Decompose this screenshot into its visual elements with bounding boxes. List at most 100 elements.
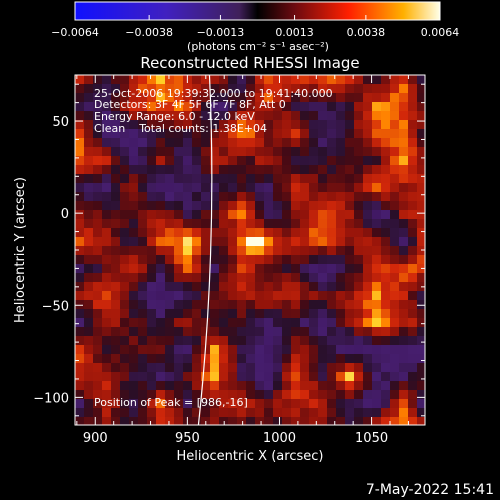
heatmap-cell <box>111 147 121 157</box>
heatmap-cell <box>75 84 85 94</box>
heatmap-cell <box>237 417 247 425</box>
heatmap-cell <box>84 300 94 310</box>
heatmap-cell <box>75 282 85 292</box>
heatmap-cell <box>354 354 364 364</box>
heatmap-cell <box>210 120 220 130</box>
heatmap-cell <box>237 273 247 283</box>
heatmap-cell <box>75 354 85 364</box>
heatmap-cell <box>282 201 292 211</box>
heatmap-cell <box>210 246 220 256</box>
heatmap-cell <box>390 210 400 220</box>
heatmap-cell <box>84 75 94 85</box>
heatmap-cell <box>102 390 112 400</box>
heatmap-cell <box>408 192 418 202</box>
heatmap-cell <box>156 201 166 211</box>
heatmap-cell <box>192 246 202 256</box>
heatmap-cell <box>111 129 121 139</box>
heatmap-cell <box>165 174 175 184</box>
heatmap-cell <box>255 111 265 121</box>
heatmap-cell <box>201 75 211 85</box>
heatmap-cell <box>408 372 418 382</box>
heatmap-cell <box>327 219 337 229</box>
heatmap-cell <box>93 399 103 409</box>
heatmap-cell <box>408 84 418 94</box>
heatmap-cell <box>174 255 184 265</box>
heatmap-cell <box>318 390 328 400</box>
heatmap-cell <box>363 282 373 292</box>
heatmap-cell <box>255 345 265 355</box>
heatmap-cell <box>408 363 418 373</box>
heatmap-cell <box>183 201 193 211</box>
heatmap-cell <box>246 318 256 328</box>
heatmap-cell <box>147 408 157 418</box>
y-tick-label: 50 <box>52 115 69 130</box>
heatmap-cell <box>363 300 373 310</box>
heatmap-cell <box>147 345 157 355</box>
heatmap-cell <box>273 84 283 94</box>
heatmap-cell <box>165 228 175 238</box>
heatmap-cell <box>246 282 256 292</box>
heatmap-cell <box>237 372 247 382</box>
heatmap-cell <box>93 84 103 94</box>
heatmap-cell <box>237 300 247 310</box>
heatmap-cell <box>417 255 425 265</box>
heatmap-cell <box>156 237 166 247</box>
heatmap-cell <box>300 408 310 418</box>
heatmap-cell <box>336 84 346 94</box>
heatmap-cell <box>174 372 184 382</box>
heatmap-cell <box>201 390 211 400</box>
heatmap-cell <box>363 309 373 319</box>
heatmap-cell <box>183 147 193 157</box>
heatmap-cell <box>345 228 355 238</box>
heatmap-cell <box>219 300 229 310</box>
heatmap-cell <box>246 264 256 274</box>
y-tick-label: 0 <box>61 207 69 222</box>
heatmap-cell <box>156 75 166 85</box>
heatmap-cell <box>129 75 139 85</box>
heatmap-cell <box>273 237 283 247</box>
heatmap-cell <box>201 255 211 265</box>
heatmap-cell <box>201 192 211 202</box>
heatmap-cell <box>363 291 373 301</box>
heatmap-cell <box>93 156 103 166</box>
heatmap-cell <box>354 291 364 301</box>
heatmap-cell <box>192 381 202 391</box>
heatmap-cell <box>147 210 157 220</box>
heatmap-cell <box>246 345 256 355</box>
heatmap-cell <box>93 183 103 193</box>
heatmap-cell <box>291 75 301 85</box>
heatmap-cell <box>309 210 319 220</box>
heatmap-cell <box>291 417 301 425</box>
heatmap-cell <box>417 417 425 425</box>
heatmap-cell <box>255 300 265 310</box>
heatmap-cell <box>372 183 382 193</box>
heatmap-cell <box>408 174 418 184</box>
heatmap-cell <box>399 84 409 94</box>
heatmap-cell <box>399 228 409 238</box>
heatmap-cell <box>282 336 292 346</box>
heatmap-cell <box>147 129 157 139</box>
heatmap-cell <box>300 264 310 274</box>
heatmap-cell <box>120 264 130 274</box>
heatmap-cell <box>327 192 337 202</box>
heatmap-cell <box>354 318 364 328</box>
heatmap-cell <box>156 309 166 319</box>
heatmap-cell <box>354 219 364 229</box>
heatmap-cell <box>192 408 202 418</box>
heatmap-cell <box>282 210 292 220</box>
heatmap-cell <box>183 264 193 274</box>
heatmap-cell <box>192 102 202 112</box>
heatmap-cell <box>381 318 391 328</box>
heatmap-cell <box>111 354 121 364</box>
heatmap-cell <box>165 219 175 229</box>
heatmap-cell <box>93 282 103 292</box>
heatmap-cell <box>363 75 373 85</box>
heatmap-cell <box>111 183 121 193</box>
heatmap-cell <box>345 120 355 130</box>
heatmap-cell <box>336 336 346 346</box>
heatmap-cell <box>372 309 382 319</box>
heatmap-cell <box>165 120 175 130</box>
heatmap-cell <box>228 381 238 391</box>
heatmap-cell <box>264 183 274 193</box>
heatmap-cell <box>165 318 175 328</box>
